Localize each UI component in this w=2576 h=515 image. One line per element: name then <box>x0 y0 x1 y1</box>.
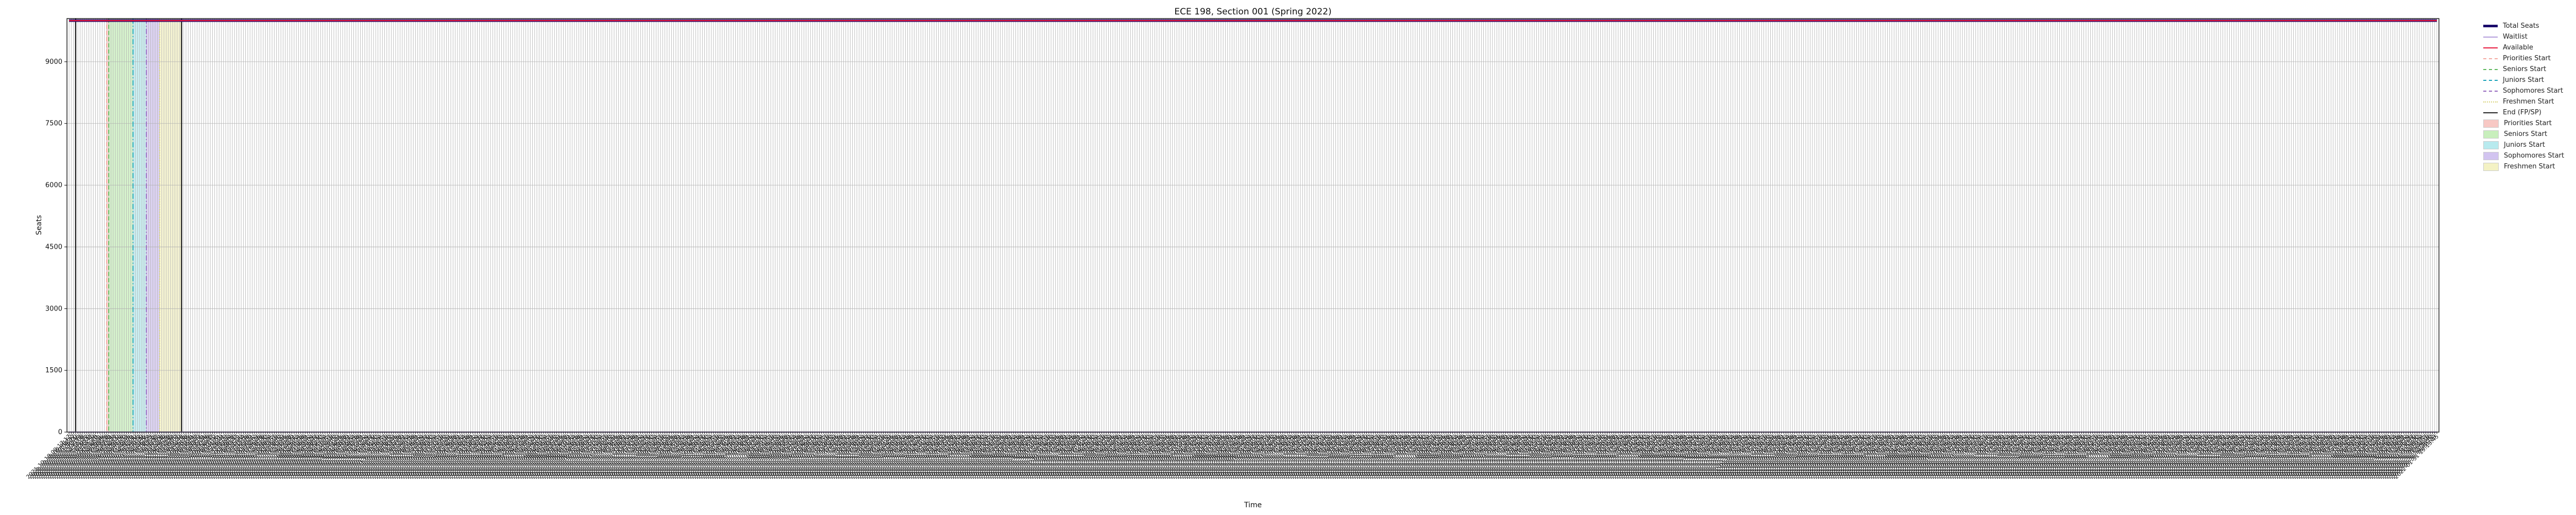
legend-swatch <box>2483 119 2499 128</box>
legend-label: Juniors Start <box>2504 141 2545 149</box>
region-priorities-start <box>106 19 109 432</box>
y-axis-label: Seats <box>35 215 43 235</box>
legend-label: Priorities Start <box>2504 119 2552 127</box>
legend-item: Sophomores Start <box>2483 85 2564 96</box>
legend-item: End (FP/SP) <box>2483 107 2564 118</box>
legend-swatch <box>2483 90 2498 92</box>
legend-item: Seniors Start <box>2483 64 2564 75</box>
x-axis-label: Time <box>1244 501 1262 509</box>
legend-label: End (FP/SP) <box>2503 109 2541 116</box>
legend-swatch <box>2483 58 2498 59</box>
chart-title: ECE 198, Section 001 (Spring 2022) <box>1174 7 1331 17</box>
legend-label: Available <box>2503 44 2533 52</box>
legend-swatch <box>2483 79 2498 81</box>
y-tick-label: 9000 <box>45 58 62 66</box>
legend-label: Seniors Start <box>2503 65 2547 73</box>
y-ticks: 0 1500 3000 4500 6000 7500 9000 <box>45 58 67 436</box>
legend-swatch <box>2483 141 2499 149</box>
legend-label: Priorities Start <box>2503 55 2551 62</box>
region-seniors-start <box>109 19 133 432</box>
grid <box>67 19 2439 433</box>
legend-swatch <box>2483 47 2498 48</box>
legend-item: Sophomores Start <box>2483 150 2564 161</box>
y-tick-label: 6000 <box>45 182 62 190</box>
legend-swatch <box>2483 25 2498 27</box>
y-tick-label: 1500 <box>45 367 62 374</box>
legend-item: Available <box>2483 42 2564 53</box>
legend-item: Freshmen Start <box>2483 96 2564 107</box>
legend-label: Freshmen Start <box>2504 163 2555 170</box>
y-tick-label: 4500 <box>45 243 62 251</box>
legend-swatch <box>2483 101 2498 102</box>
legend-swatch <box>2483 68 2498 70</box>
legend-swatch <box>2483 112 2498 113</box>
legend-item: Total Seats <box>2483 21 2564 31</box>
legend-swatch <box>2483 36 2498 38</box>
legend-swatch <box>2483 162 2499 171</box>
legend-item: Waitlist <box>2483 31 2564 42</box>
legend-swatch <box>2483 130 2499 139</box>
y-tick-label: 7500 <box>45 120 62 128</box>
legend-item: Priorities Start <box>2483 118 2564 129</box>
legend-label: Freshmen Start <box>2503 98 2554 106</box>
legend-label: Waitlist <box>2503 33 2528 41</box>
legend: Total Seats Waitlist Available Priorities S… <box>2483 21 2564 172</box>
legend-swatch <box>2483 151 2499 160</box>
legend-label: Sophomores Start <box>2503 87 2563 95</box>
legend-item: Priorities Start <box>2483 53 2564 64</box>
legend-item: Freshmen Start <box>2483 161 2564 172</box>
legend-item: Seniors Start <box>2483 129 2564 140</box>
legend-label: Seniors Start <box>2504 130 2548 138</box>
legend-item: Juniors Start <box>2483 140 2564 150</box>
plot-frame <box>66 18 2439 433</box>
y-tick-label: 3000 <box>45 305 62 313</box>
legend-label: Total Seats <box>2503 22 2539 30</box>
legend-label: Sophomores Start <box>2504 152 2564 160</box>
legend-item: Juniors Start <box>2483 75 2564 85</box>
marker-lines <box>75 19 182 432</box>
y-tick-label: 0 <box>58 428 62 436</box>
legend-label: Juniors Start <box>2503 76 2544 84</box>
